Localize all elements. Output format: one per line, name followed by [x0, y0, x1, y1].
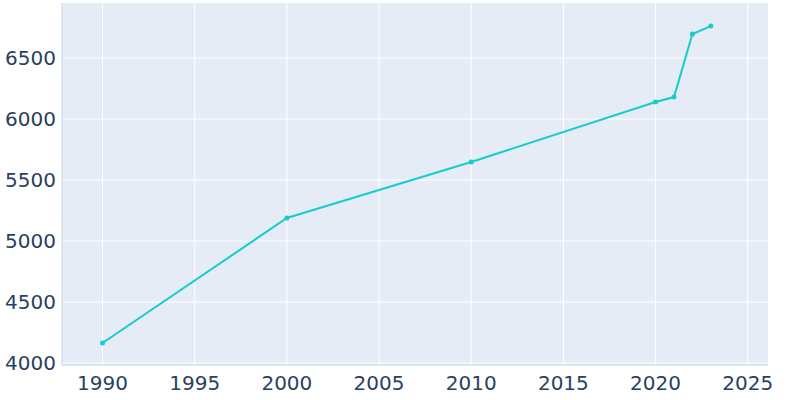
- series-point: [469, 159, 474, 164]
- y-grid-line: [62, 58, 768, 59]
- x-tick-label: 2025: [722, 371, 773, 395]
- x-grid-line: [379, 3, 380, 365]
- plot-background: [62, 3, 768, 365]
- y-grid-line: [62, 119, 768, 120]
- plot-area: [100, 24, 713, 346]
- y-axis-line: [62, 3, 63, 365]
- y-tick-label: 4000: [5, 351, 56, 375]
- series-point: [284, 215, 289, 220]
- y-tick-label: 6500: [5, 46, 56, 70]
- x-tick-label: 2000: [261, 371, 312, 395]
- series-point: [653, 100, 658, 105]
- y-grid-line: [62, 363, 768, 364]
- series-line: [103, 26, 711, 343]
- x-axis-line: [62, 365, 768, 366]
- x-grid-line: [102, 3, 103, 365]
- series-point: [100, 341, 105, 346]
- y-tick-label: 5500: [5, 168, 56, 192]
- x-tick-label: 2020: [630, 371, 681, 395]
- x-grid-line: [471, 3, 472, 365]
- x-tick-label: 2010: [446, 371, 497, 395]
- grid: [62, 3, 768, 365]
- series-point: [708, 24, 713, 29]
- y-grid-line: [62, 241, 768, 242]
- y-grid-line: [62, 302, 768, 303]
- x-tick-label: 1995: [169, 371, 220, 395]
- series-point: [671, 95, 676, 100]
- chart: 1990 1995 2000 2005 2010 2015 2020 2025 4000 4500…: [0, 0, 800, 400]
- x-tick-label: 2005: [354, 371, 405, 395]
- tick-labels: 1990 1995 2000 2005 2010 2015 2020 2025 4000 4500…: [5, 46, 773, 395]
- x-grid-line: [286, 3, 287, 365]
- x-tick-label: 2015: [538, 371, 589, 395]
- series-point: [690, 31, 695, 36]
- chart-svg: 1990 1995 2000 2005 2010 2015 2020 2025 4000 4500…: [0, 0, 800, 400]
- y-tick-label: 6000: [5, 107, 56, 131]
- x-grid-line: [655, 3, 656, 365]
- x-grid-line: [563, 3, 564, 365]
- y-tick-label: 4500: [5, 290, 56, 314]
- x-grid-line: [747, 3, 748, 365]
- x-tick-label: 1990: [77, 371, 128, 395]
- x-grid-line: [194, 3, 195, 365]
- y-tick-label: 5000: [5, 229, 56, 253]
